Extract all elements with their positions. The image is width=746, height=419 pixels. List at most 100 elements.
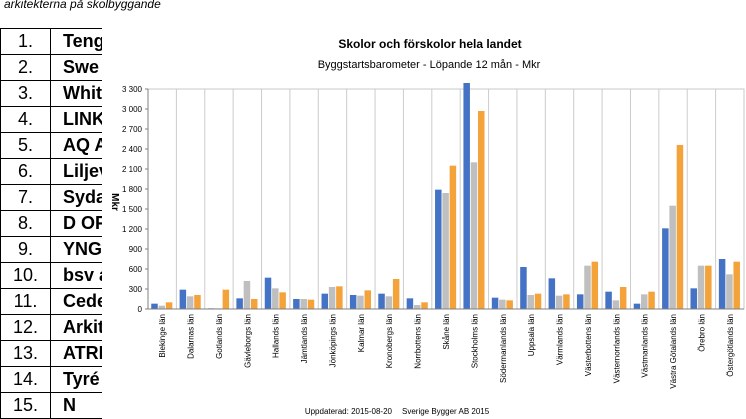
bar: [243, 281, 251, 309]
bar: [563, 294, 570, 309]
bar: [158, 305, 166, 309]
bar: [357, 295, 364, 309]
y-tick-label: 2 400: [122, 145, 143, 154]
x-tick-label: Gävleborgs län: [243, 314, 252, 368]
ranking-number: 5.: [0, 132, 51, 159]
ranking-number: 10.: [0, 262, 51, 289]
x-tick-label: Östergötlands län: [726, 314, 735, 377]
ranking-number: 12.: [0, 314, 51, 341]
bar: [705, 265, 712, 309]
chart-title: Skolor och förskolor hela landet: [338, 37, 521, 51]
x-tick-label: Norrbottens län: [414, 314, 423, 369]
y-tick-label: 3 000: [122, 105, 143, 114]
bar: [165, 302, 173, 309]
bar: [264, 277, 272, 309]
bar: [612, 300, 620, 309]
bar: [576, 294, 584, 309]
bar-layer: [151, 83, 740, 309]
x-tick-label: Västernorrlands län: [612, 314, 621, 383]
y-tick-label: 600: [129, 265, 143, 274]
x-tick-label: Hallands län: [272, 314, 281, 358]
bar: [726, 274, 733, 309]
bar: [293, 299, 300, 309]
x-tick-label: Örebro län: [697, 314, 706, 352]
y-tick-label: 0: [138, 305, 143, 314]
bar: [662, 228, 669, 309]
bar: [470, 162, 478, 309]
bar: [435, 189, 442, 309]
x-tick-label: Dalarnas län: [187, 314, 196, 359]
y-tick-label: 3 300: [122, 85, 143, 94]
x-tick-label: Kronobergs län: [385, 314, 394, 368]
y-tick-label: 1 500: [122, 205, 143, 214]
bar: [392, 279, 400, 309]
ranking-number: 15.: [0, 392, 51, 419]
axis-layer: 0 300 600 900 1 200 1 500 1 800 2 100 2 400 2 700…: [122, 85, 744, 389]
bar: [605, 291, 612, 309]
bar: [194, 295, 201, 309]
bar: [321, 293, 329, 309]
ranking-number: 14.: [0, 366, 51, 393]
bar: [641, 294, 648, 309]
chart-background: [102, 24, 746, 419]
bar: [421, 302, 428, 309]
ranking-number: 6.: [0, 158, 51, 185]
x-tick-label: Västmanlands län: [641, 314, 650, 378]
bar: [733, 261, 740, 309]
bar: [534, 293, 542, 309]
x-tick-label: Värmlands län: [556, 314, 565, 365]
bar: [336, 286, 343, 309]
bar: [307, 299, 315, 309]
ranking-number: 7.: [0, 184, 51, 211]
bar: [506, 300, 513, 309]
chart-subtitle: Byggstartsbarometer - Löpande 12 mån - M…: [318, 59, 541, 71]
bar: [250, 299, 258, 309]
bar: [406, 298, 414, 309]
bar: [364, 290, 372, 309]
bar: [697, 265, 705, 309]
ranking-number: 11.: [0, 288, 51, 315]
bar: [279, 292, 286, 309]
page-caption: arkitekterna på skolbyggande: [4, 0, 161, 11]
bar: [151, 303, 158, 309]
bar: [179, 289, 187, 309]
bar: [648, 291, 655, 309]
bar: [527, 295, 534, 309]
ranking-number: 2.: [0, 54, 51, 81]
ranking-number: 9.: [0, 236, 51, 263]
x-tick-label: Västra Götalands län: [669, 314, 678, 389]
footer-copyright: Sverige Bygger AB 2015: [402, 407, 490, 416]
y-axis-label: Mkr: [109, 193, 120, 211]
x-tick-label: Jönköpings län: [328, 314, 337, 367]
bar: [300, 299, 307, 309]
ranking-number: 3.: [0, 80, 51, 107]
ranking-number: 13.: [0, 340, 51, 367]
bar: [186, 296, 194, 309]
bar: [520, 267, 527, 309]
bar: [236, 298, 243, 309]
bar: [584, 265, 591, 309]
bar: [718, 259, 726, 309]
bar: [555, 295, 563, 309]
x-tick-label: Blekinge län: [158, 314, 167, 358]
bar: [328, 287, 336, 309]
x-tick-label: Västerbottens län: [584, 314, 593, 376]
bar: [633, 303, 641, 309]
ranking-number: 1.: [0, 28, 51, 55]
bar: [442, 193, 449, 309]
bar: [449, 165, 457, 309]
ranking-row: 10. bsv a: [0, 262, 130, 289]
bar: [413, 305, 421, 309]
bar: [272, 288, 279, 309]
y-tick-label: 2 100: [122, 165, 143, 174]
x-tick-label: Stockholms län: [470, 314, 479, 368]
x-tick-label: Södermanlands län: [499, 314, 508, 383]
bar: [222, 289, 230, 309]
bar: [669, 205, 676, 309]
bar: [378, 293, 385, 309]
bar: [349, 295, 357, 309]
y-tick-label: 1 200: [122, 225, 143, 234]
bar: [491, 297, 499, 309]
x-tick-label: Skåne län: [442, 314, 451, 350]
y-tick-label: 2 700: [122, 125, 143, 134]
